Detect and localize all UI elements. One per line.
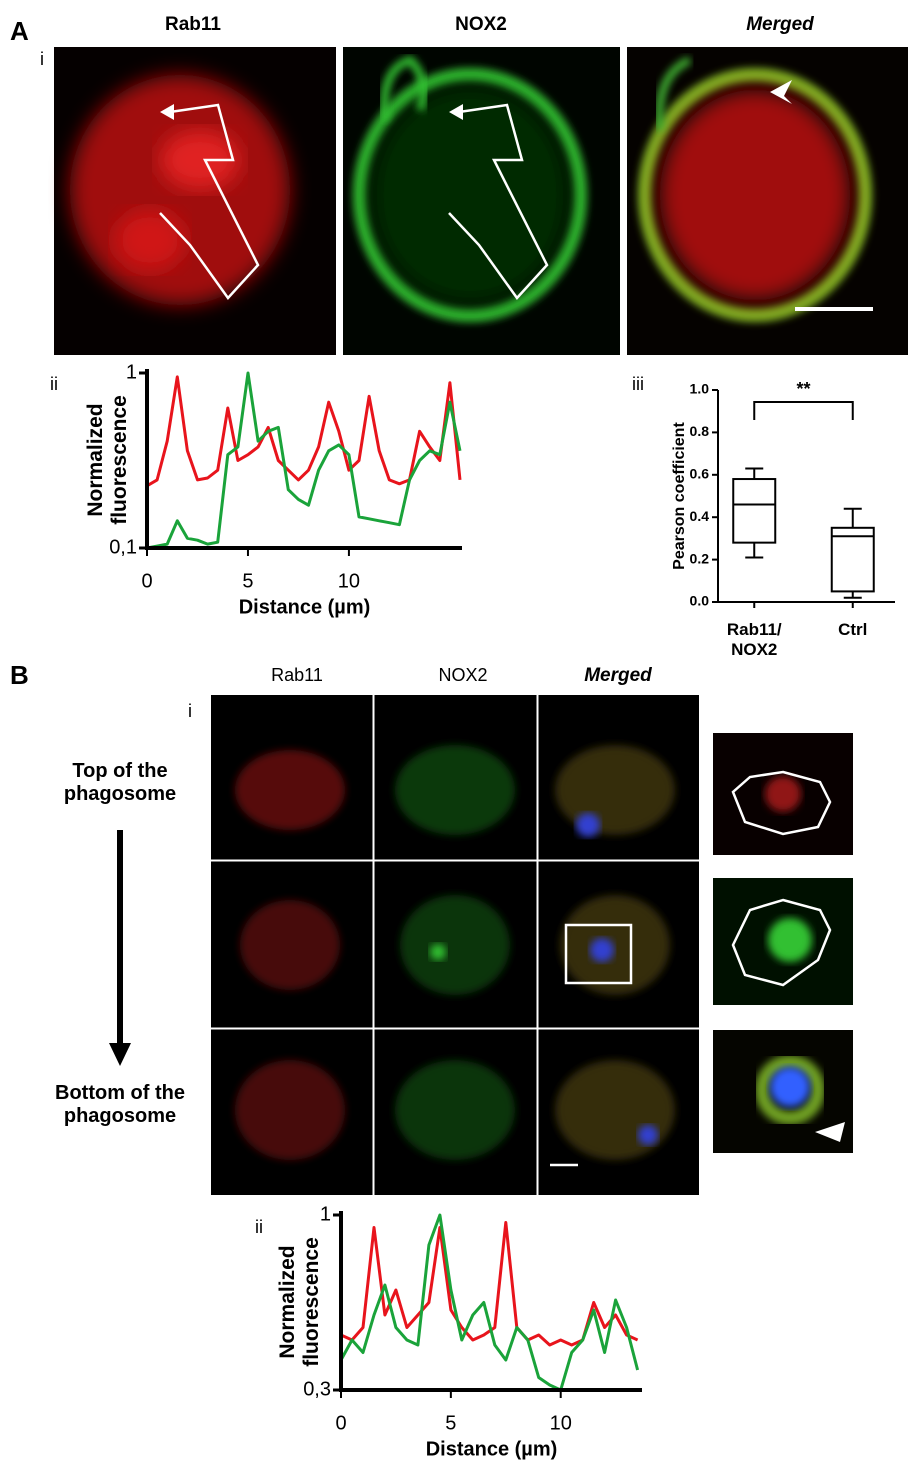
- axes: [339, 1211, 642, 1392]
- column-label: Rab11: [165, 14, 221, 35]
- top-label: Top of the phagosome: [63, 760, 177, 805]
- y-tick-label: 0.0: [690, 593, 710, 609]
- y-tick-label: 0,1: [109, 536, 137, 558]
- sub-label: i: [188, 701, 192, 721]
- profile-line: [159, 103, 549, 300]
- panel-label: B: [10, 660, 29, 690]
- series-line: [146, 371, 462, 550]
- series-line: [146, 375, 462, 488]
- x-tick-label: 10: [338, 570, 360, 592]
- panel-label: A: [10, 16, 29, 46]
- box: [830, 526, 875, 593]
- y-tick-label: 0.4: [690, 508, 710, 524]
- axes: [145, 369, 462, 550]
- micrograph-merged: [627, 47, 908, 355]
- box: [732, 478, 777, 544]
- insets: [713, 733, 853, 1153]
- micrograph-nox2: [343, 47, 620, 355]
- x-tick-label: 10: [550, 1412, 572, 1434]
- column-label: Rab11: [271, 665, 323, 685]
- series-line: [339, 1213, 640, 1392]
- panel-sub-label: ii: [50, 374, 58, 394]
- micrograph-rab11: [54, 47, 336, 355]
- x-axis-label: Distance (µm): [239, 596, 371, 618]
- column-label: NOX2: [438, 665, 487, 685]
- y-tick-label: 0,3: [303, 1378, 331, 1400]
- bottom-label: Bottom of the phagosome: [55, 1082, 185, 1127]
- y-tick-label: 1.0: [690, 381, 710, 397]
- panel-sub-label: ii: [255, 1217, 263, 1237]
- y-tick-label: 1: [126, 361, 137, 383]
- column-label: Merged: [584, 665, 652, 686]
- y-tick-label: 0.2: [690, 550, 710, 566]
- micrograph-grid: [211, 695, 699, 1195]
- sub-label: i: [40, 49, 44, 69]
- direction-arrow: [109, 830, 131, 1066]
- x-axis-label: Distance (µm): [426, 1438, 558, 1460]
- y-axis-label: Pearson coefficient: [670, 422, 688, 570]
- x-tick-label: Rab11/ NOX2: [726, 620, 782, 659]
- column-label: NOX2: [455, 14, 507, 35]
- x-tick-label: Ctrl: [838, 620, 868, 639]
- significance-label: **: [796, 379, 810, 399]
- y-tick-label: 0.8: [690, 423, 710, 439]
- x-tick-label: 5: [445, 1412, 456, 1434]
- y-tick-label: 1: [320, 1203, 331, 1225]
- column-label: Merged: [746, 14, 814, 35]
- panel-sub-label: iii: [632, 374, 644, 394]
- x-tick-label: 5: [242, 570, 253, 592]
- y-tick-label: 0.6: [690, 466, 710, 482]
- y-axis-label: Normalized fluorescence: [275, 1237, 323, 1367]
- x-tick-label: 0: [335, 1412, 346, 1434]
- significance-bracket: [753, 401, 854, 420]
- x-tick-label: 0: [141, 570, 152, 592]
- y-axis-label: Normalized fluorescence: [83, 395, 131, 525]
